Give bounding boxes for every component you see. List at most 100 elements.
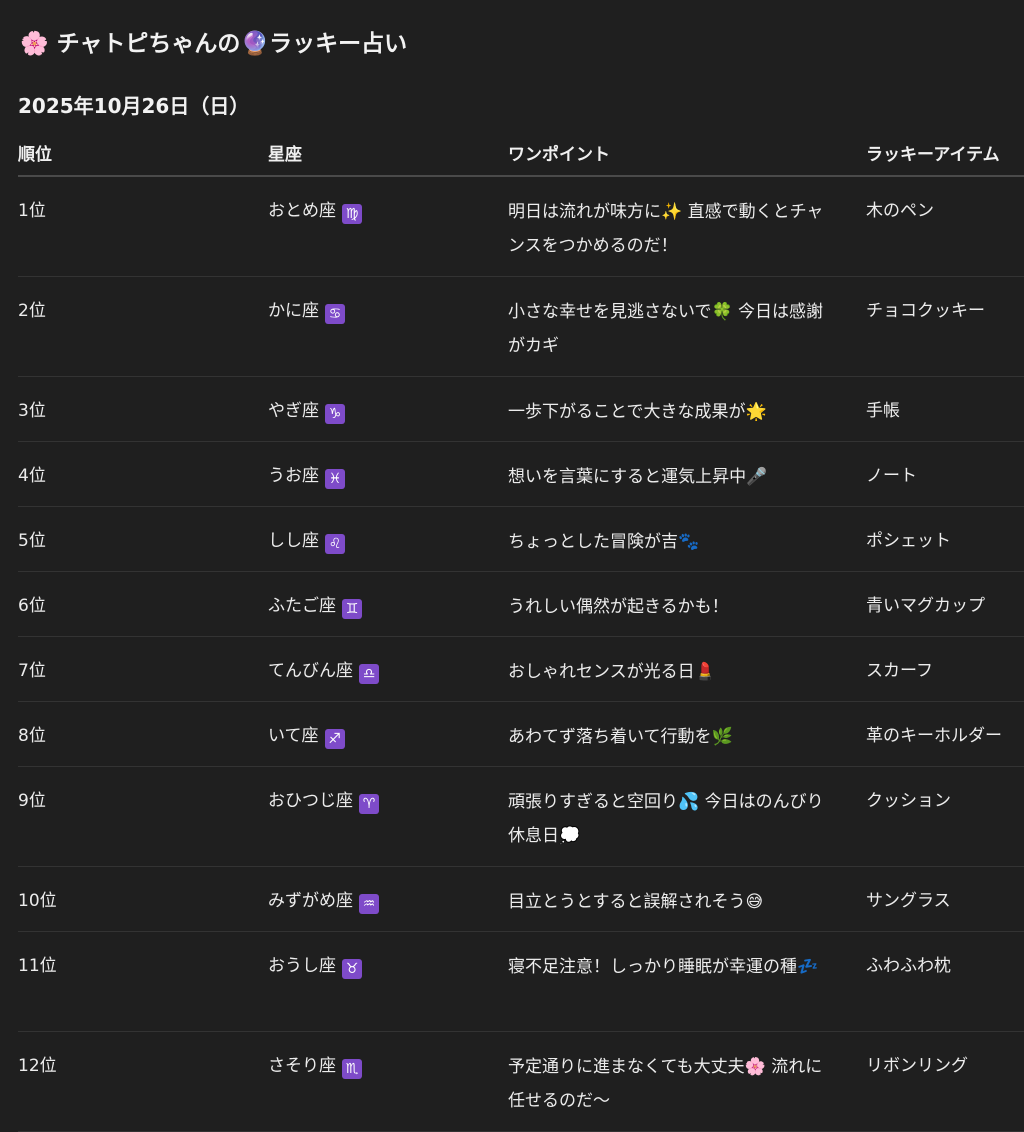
tip-cell: 頑張りすぎると空回り💦 今日はのんびり休息日💭 <box>508 766 866 867</box>
item-cell: 木のペン <box>866 176 1024 277</box>
page-title: 🌸 チャトピちゃんの🔮ラッキー占い <box>20 24 407 58</box>
tip-text: ちょっとした冒険が吉🐾 <box>508 532 700 552</box>
table-row: 1位 おとめ座 ♍ 明日は流れが味方に✨ 直感で動くとチャンスをつかめるのだ！ 木のペン <box>18 176 1024 277</box>
tip-text: 一歩下がることで大きな成果が🌟 <box>508 402 767 422</box>
item-cell: リボンリング <box>866 1031 1024 1132</box>
tip-cell: おしゃれセンスが光る日💄 <box>508 636 866 702</box>
table-header-row: 順位 星座 ワンポイント ラッキーアイテム <box>18 134 1024 177</box>
tip-cell: 寝不足注意！しっかり睡眠が幸運の種💤 <box>508 931 866 1032</box>
title-text-2: ラッキー占い <box>269 31 408 57</box>
sign-cell: ふたご座 ♊ <box>268 571 508 637</box>
sign-name: うお座 <box>268 466 319 486</box>
item-cell: 革のキーホルダー <box>866 701 1024 767</box>
item-cell: ポシェット <box>866 506 1024 572</box>
sign-cell: おうし座 ♉ <box>268 931 508 1032</box>
sign-name: てんびん座 <box>268 661 353 681</box>
zodiac-icon: ♏ <box>342 1059 362 1079</box>
item-cell: 青いマグカップ <box>866 571 1024 637</box>
column-header-tip: ワンポイント <box>508 134 866 177</box>
tip-text: 明日は流れが味方に✨ 直感で動くとチャンスをつかめるのだ！ <box>508 202 824 256</box>
sign-cell: みずがめ座 ♒ <box>268 866 508 932</box>
tip-text: あわてず落ち着いて行動を🌿 <box>508 727 733 747</box>
tip-cell: ちょっとした冒険が吉🐾 <box>508 506 866 572</box>
item-cell: ノート <box>866 441 1024 507</box>
zodiac-icon: ♑ <box>325 404 345 424</box>
rank-cell: 6位 <box>18 571 268 637</box>
tip-cell: 小さな幸せを見逃さないで🍀 今日は感謝がカギ <box>508 276 866 377</box>
zodiac-icon: ♎ <box>359 664 379 684</box>
zodiac-icon: ♍ <box>342 204 362 224</box>
sign-name: かに座 <box>268 301 319 321</box>
sign-cell: おひつじ座 ♈ <box>268 766 508 867</box>
rank-cell: 5位 <box>18 506 268 572</box>
rank-cell: 7位 <box>18 636 268 702</box>
rank-cell: 3位 <box>18 376 268 442</box>
tip-text: 目立とうとすると誤解されそう😅 <box>508 892 764 912</box>
table-row: 7位 てんびん座 ♎ おしゃれセンスが光る日💄 スカーフ <box>18 636 1024 702</box>
tip-text: 小さな幸せを見逃さないで🍀 今日は感謝がカギ <box>508 302 824 356</box>
column-header-sign: 星座 <box>268 134 508 177</box>
tip-text: 頑張りすぎると空回り💦 今日はのんびり休息日💭 <box>508 792 824 846</box>
sign-name: しし座 <box>268 531 319 551</box>
zodiac-icon: ♒ <box>359 894 379 914</box>
column-header-item: ラッキーアイテム <box>866 134 1024 177</box>
table-row: 11位 おうし座 ♉ 寝不足注意！しっかり睡眠が幸運の種💤 ふわふわ枕 <box>18 931 1024 1032</box>
sign-name: おとめ座 <box>268 201 336 221</box>
tip-text: 想いを言葉にすると運気上昇中🎤 <box>508 467 768 487</box>
sign-name: やぎ座 <box>268 401 319 421</box>
item-cell: 手帳 <box>866 376 1024 442</box>
tip-cell: 予定通りに進まなくても大丈夫🌸 流れに任せるのだ〜 <box>508 1031 866 1132</box>
zodiac-icon: ♉ <box>342 959 362 979</box>
table-row: 12位 さそり座 ♏ 予定通りに進まなくても大丈夫🌸 流れに任せるのだ〜 リボンリング <box>18 1031 1024 1132</box>
tip-cell: うれしい偶然が起きるかも！ <box>508 571 866 637</box>
sign-name: みずがめ座 <box>268 891 353 911</box>
date-heading: 2025年10月26日（日） <box>18 94 250 118</box>
fortune-table: 順位 星座 ワンポイント ラッキーアイテム 1位 おとめ座 ♍ 明日は流れが味方に✨ … <box>18 134 1024 1132</box>
sign-cell: てんびん座 ♎ <box>268 636 508 702</box>
rank-cell: 4位 <box>18 441 268 507</box>
zodiac-icon: ♐ <box>324 729 345 749</box>
rank-cell: 12位 <box>18 1031 268 1132</box>
tip-cell: 目立とうとすると誤解されそう😅 <box>508 866 866 932</box>
tip-cell: 一歩下がることで大きな成果が🌟 <box>508 376 866 442</box>
tip-text: うれしい偶然が起きるかも！ <box>508 597 729 617</box>
rank-cell: 9位 <box>18 766 268 867</box>
zodiac-icon: ♌ <box>325 534 345 554</box>
sign-cell: おとめ座 ♍ <box>268 176 508 277</box>
tip-cell: 想いを言葉にすると運気上昇中🎤 <box>508 441 866 507</box>
rank-cell: 8位 <box>18 701 268 767</box>
sign-cell: やぎ座 ♑ <box>268 376 508 442</box>
cherry-blossom-icon: 🌸 <box>20 31 49 57</box>
crystal-ball-icon: 🔮 <box>240 31 270 57</box>
item-cell: ふわふわ枕 <box>866 931 1024 1032</box>
sign-cell: いて座 ♐ <box>268 701 508 767</box>
sign-name: おうし座 <box>268 956 336 976</box>
sign-name: さそり座 <box>268 1056 336 1076</box>
sign-cell: さそり座 ♏ <box>268 1031 508 1132</box>
tip-text: 寝不足注意！しっかり睡眠が幸運の種💤 <box>508 957 819 977</box>
title-text-1: チャトピちゃんの <box>56 31 241 57</box>
tip-cell: 明日は流れが味方に✨ 直感で動くとチャンスをつかめるのだ！ <box>508 176 866 277</box>
zodiac-icon: ♓ <box>325 469 345 489</box>
sign-name: おひつじ座 <box>268 791 353 811</box>
table-row: 6位 ふたご座 ♊ うれしい偶然が起きるかも！ 青いマグカップ <box>18 571 1024 637</box>
rank-cell: 10位 <box>18 866 268 932</box>
table-row: 3位 やぎ座 ♑ 一歩下がることで大きな成果が🌟 手帳 <box>18 376 1024 442</box>
table-row: 2位 かに座 ♋ 小さな幸せを見逃さないで🍀 今日は感謝がカギ チョコクッキー <box>18 276 1024 377</box>
table-row: 9位 おひつじ座 ♈ 頑張りすぎると空回り💦 今日はのんびり休息日💭 クッション <box>18 766 1024 867</box>
item-cell: サングラス <box>866 866 1024 932</box>
table-row: 8位 いて座 ♐ あわてず落ち着いて行動を🌿 革のキーホルダー <box>18 701 1024 767</box>
table-row: 4位 うお座 ♓ 想いを言葉にすると運気上昇中🎤 ノート <box>18 441 1024 507</box>
zodiac-icon: ♋ <box>325 304 345 324</box>
rank-cell: 11位 <box>18 931 268 1032</box>
sign-cell: かに座 ♋ <box>268 276 508 377</box>
rank-cell: 1位 <box>18 176 268 277</box>
zodiac-icon: ♊ <box>342 599 362 619</box>
sign-name: ふたご座 <box>268 596 336 616</box>
tip-cell: あわてず落ち着いて行動を🌿 <box>508 701 866 767</box>
tip-text: 予定通りに進まなくても大丈夫🌸 流れに任せるのだ〜 <box>508 1057 823 1111</box>
table-row: 5位 しし座 ♌ ちょっとした冒険が吉🐾 ポシェット <box>18 506 1024 572</box>
sign-name: いて座 <box>268 726 319 746</box>
item-cell: チョコクッキー <box>866 276 1024 377</box>
column-header-rank: 順位 <box>18 134 268 177</box>
